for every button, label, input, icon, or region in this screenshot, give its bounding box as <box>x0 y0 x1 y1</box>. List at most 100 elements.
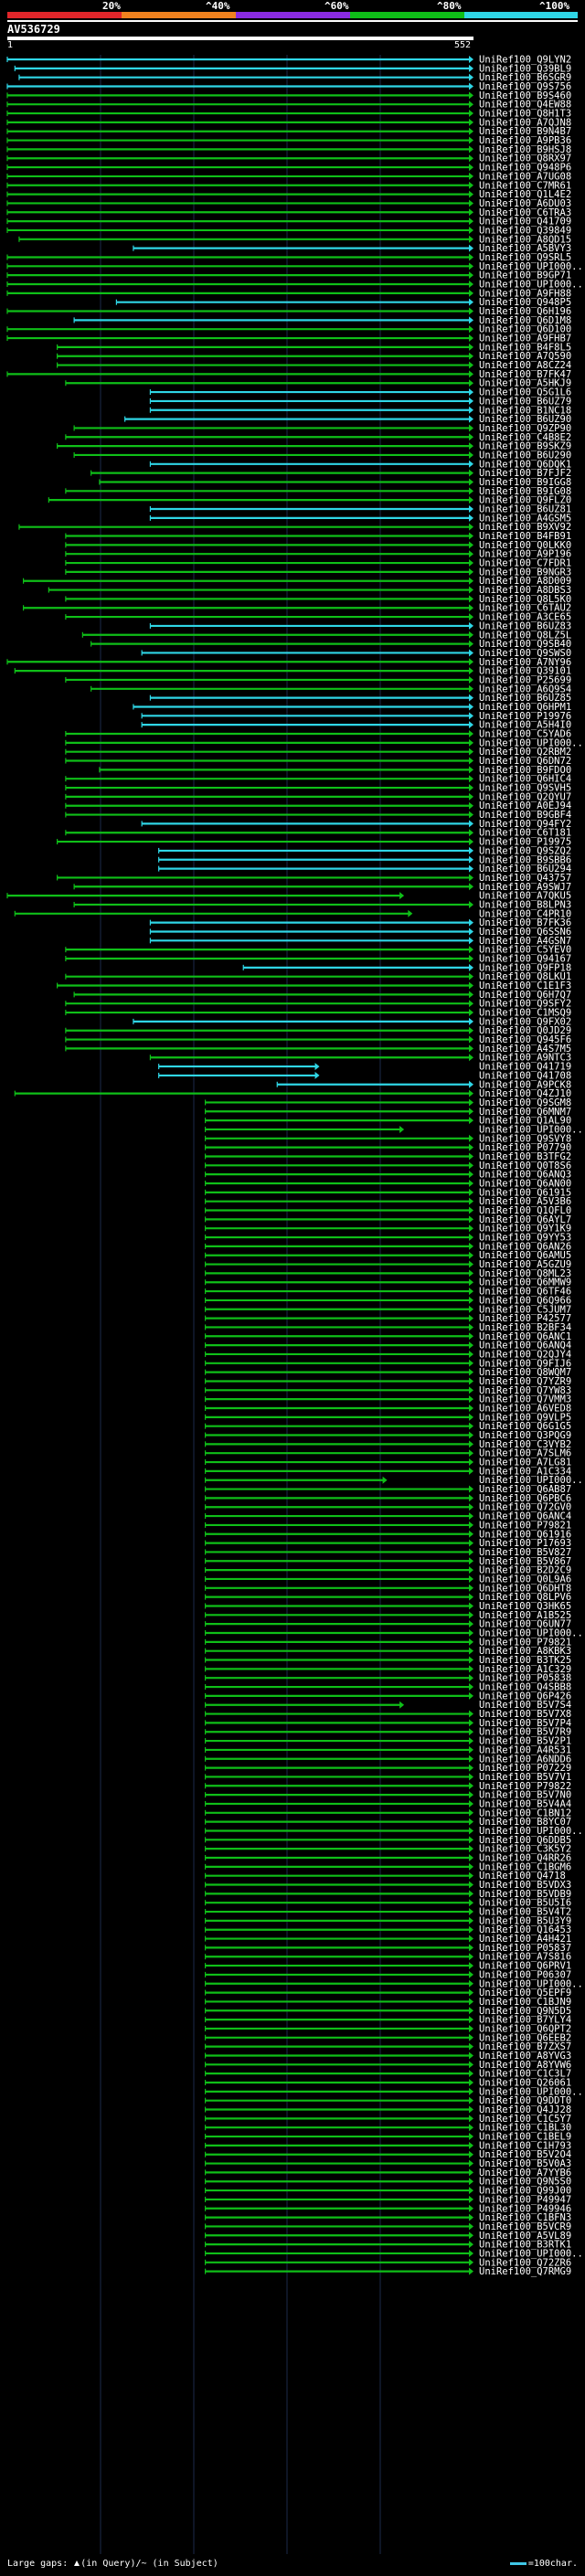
hit-label[interactable]: UniRef100_C6TRA3 <box>479 207 571 218</box>
hit-row[interactable]: UniRef100_A0EJ94 <box>65 800 571 811</box>
hit-label[interactable]: UniRef100_Q8H1T3 <box>479 109 571 120</box>
hit-row[interactable]: UniRef100_Q8LPV6 <box>204 1592 572 1603</box>
hit-row[interactable]: UniRef100_Q9SFY2 <box>65 999 571 1010</box>
hit-label[interactable]: UniRef100_A8YVW6 <box>479 2060 571 2071</box>
hit-row[interactable]: UniRef100_C5YEV0 <box>65 945 571 956</box>
hit-row[interactable]: UniRef100_Q9FLZ0 <box>48 495 571 506</box>
hit-label[interactable]: UniRef100_C1H793 <box>479 2140 571 2151</box>
hit-label[interactable]: UniRef100_B5VDB9 <box>479 1889 571 1900</box>
hit-row[interactable]: UniRef100_UPI000... <box>204 1475 585 1486</box>
hit-label[interactable]: UniRef100_B9GBF4 <box>479 810 571 821</box>
hit-row[interactable]: UniRef100_A3CE65 <box>65 612 571 623</box>
hit-row[interactable]: UniRef100_Q9YY53 <box>204 1233 572 1244</box>
hit-label[interactable]: UniRef100_UPI000... <box>479 1124 585 1135</box>
hit-label[interactable]: UniRef100_A4GSM5 <box>479 513 571 524</box>
hit-label[interactable]: UniRef100_A4S7M5 <box>479 1044 571 1055</box>
hit-row[interactable]: UniRef100_Q9SWS0 <box>141 648 571 659</box>
hit-row[interactable]: UniRef100_Q3PQG9 <box>204 1430 572 1441</box>
hit-row[interactable]: UniRef100_Q6MMW9 <box>204 1277 572 1288</box>
hit-label[interactable]: UniRef100_A5V3B6 <box>479 1196 571 1207</box>
hit-row[interactable]: UniRef100_A4R531 <box>204 1744 572 1755</box>
hit-label[interactable]: UniRef100_B5V2O4 <box>479 2149 571 2160</box>
hit-label[interactable]: UniRef100_C6TAU2 <box>479 603 571 614</box>
hit-label[interactable]: UniRef100_B9FDO0 <box>479 765 571 776</box>
hit-label[interactable]: UniRef100_Q6D1M8 <box>479 315 571 326</box>
hit-row[interactable]: UniRef100_A7LG81 <box>204 1458 572 1468</box>
hit-row[interactable]: UniRef100_Q6DQK1 <box>149 459 571 470</box>
hit-label[interactable]: UniRef100_Q9YY53 <box>479 1233 571 1244</box>
hit-row[interactable]: UniRef100_A7QKU5 <box>6 891 571 902</box>
hit-label[interactable]: UniRef100_Q6ANC1 <box>479 1331 571 1342</box>
hit-label[interactable]: UniRef100_Q0T8S6 <box>479 1161 571 1171</box>
hit-label[interactable]: UniRef100_C1BFN3 <box>479 2212 571 2223</box>
hit-row[interactable]: UniRef100_A9FHB7 <box>6 334 571 345</box>
hit-label[interactable]: UniRef100_A1C334 <box>479 1466 571 1477</box>
hit-row[interactable]: UniRef100_B5V867 <box>204 1556 572 1567</box>
hit-row[interactable]: UniRef100_P07790 <box>204 1142 572 1153</box>
hit-label[interactable]: UniRef100_Q6AN00 <box>479 1179 571 1190</box>
hit-label[interactable]: UniRef100_B5V4T2 <box>479 1907 571 1918</box>
hit-row[interactable]: UniRef100_B5V7V1 <box>204 1772 572 1783</box>
hit-row[interactable]: UniRef100_Q6AN26 <box>204 1241 572 1252</box>
hit-row[interactable]: UniRef100_B7FK36 <box>149 917 571 928</box>
hit-row[interactable]: UniRef100_Q4ZJ10 <box>14 1088 571 1099</box>
hit-row[interactable]: UniRef100_A8DBS3 <box>48 585 571 596</box>
hit-label[interactable]: UniRef100_Q948P6 <box>479 163 571 174</box>
hit-label[interactable]: UniRef100_B7ZXS7 <box>479 2041 571 2052</box>
hit-row[interactable]: UniRef100_A5BVY3 <box>133 243 571 254</box>
hit-label[interactable]: UniRef100_B9NGR3 <box>479 567 571 578</box>
hit-row[interactable]: UniRef100_B6UZ90 <box>124 414 571 425</box>
hit-label[interactable]: UniRef100_Q99J00 <box>479 2186 571 2197</box>
hit-label[interactable]: UniRef100_Q61916 <box>479 1529 571 1540</box>
hit-row[interactable]: UniRef100_B6UZ81 <box>149 504 571 515</box>
hit-label[interactable]: UniRef100_Q6G1G5 <box>479 1421 571 1432</box>
hit-row[interactable]: UniRef100_Q6PBC6 <box>204 1493 572 1504</box>
hit-label[interactable]: UniRef100_Q9FIJ6 <box>479 1358 571 1369</box>
hit-row[interactable]: UniRef100_UPI000... <box>204 1978 585 1989</box>
hit-row[interactable]: UniRef100_A1C329 <box>204 1664 572 1675</box>
hit-label[interactable]: UniRef100_Q6AYL7 <box>479 1214 571 1225</box>
hit-row[interactable]: UniRef100_Q39BL9 <box>14 63 571 74</box>
hit-row[interactable]: UniRef100_Q948P5 <box>115 297 571 308</box>
hit-row[interactable]: UniRef100_B9S460 <box>6 90 571 101</box>
hit-label[interactable]: UniRef100_B5V7X8 <box>479 1709 571 1720</box>
hit-label[interactable]: UniRef100_A8YVG3 <box>479 2051 571 2062</box>
hit-label[interactable]: UniRef100_A6Q9S4 <box>479 684 571 694</box>
hit-label[interactable]: UniRef100_Q6PBC6 <box>479 1493 571 1504</box>
hit-row[interactable]: UniRef100_A5VL89 <box>204 2231 572 2242</box>
hit-label[interactable]: UniRef100_Q6AMU5 <box>479 1250 571 1261</box>
hit-label[interactable]: UniRef100_Q9SVY8 <box>479 1133 571 1144</box>
hit-row[interactable]: UniRef100_Q72ZR6 <box>204 2257 572 2268</box>
hit-row[interactable]: UniRef100_Q9FX02 <box>133 1016 571 1027</box>
hit-row[interactable]: UniRef100_Q4RR26 <box>204 1853 572 1864</box>
hit-label[interactable]: UniRef100_B7YLY4 <box>479 2015 571 2026</box>
hit-row[interactable]: UniRef100_B1NC18 <box>149 405 571 416</box>
hit-row[interactable]: UniRef100_A9PB36 <box>6 135 571 146</box>
hit-row[interactable]: UniRef100_B6U290 <box>73 450 571 461</box>
hit-label[interactable]: UniRef100_C6T181 <box>479 828 571 839</box>
hit-label[interactable]: UniRef100_C1BL30 <box>479 2123 571 2134</box>
hit-row[interactable]: UniRef100_B9FDO0 <box>99 765 571 776</box>
hit-label[interactable]: UniRef100_Q4RR26 <box>479 1853 571 1864</box>
hit-row[interactable]: UniRef100_B7FJF2 <box>90 468 572 479</box>
hit-row[interactable]: UniRef100_Q2QJY4 <box>204 1349 572 1360</box>
hit-label[interactable]: UniRef100_Q9SRL5 <box>479 252 571 263</box>
hit-row[interactable]: UniRef100_B5V7P4 <box>204 1718 572 1729</box>
hit-label[interactable]: UniRef100_C5YEV0 <box>479 945 571 956</box>
hit-label[interactable]: UniRef100_A7LG81 <box>479 1458 571 1468</box>
hit-row[interactable]: UniRef100_Q0L9A6 <box>204 1574 572 1585</box>
hit-row[interactable]: UniRef100_Q6DHT8 <box>204 1583 572 1594</box>
hit-row[interactable]: UniRef100_Q9DDT0 <box>204 2095 572 2106</box>
hit-label[interactable]: UniRef100_C1MSQ9 <box>479 1008 571 1019</box>
hit-label[interactable]: UniRef100_Q6AN26 <box>479 1241 571 1252</box>
query-id[interactable]: AV536729 <box>7 23 60 36</box>
hit-row[interactable]: UniRef100_P79821 <box>204 1637 572 1648</box>
hit-row[interactable]: UniRef100_Q2RBM2 <box>65 747 571 758</box>
hit-label[interactable]: UniRef100_Q61915 <box>479 1187 571 1198</box>
hit-label[interactable]: UniRef100_B9S460 <box>479 90 571 101</box>
hit-row[interactable]: UniRef100_Q1AL90 <box>204 1116 572 1127</box>
hit-label[interactable]: UniRef100_Q6AB87 <box>479 1484 571 1495</box>
hit-row[interactable]: UniRef100_P79821 <box>204 1520 572 1531</box>
hit-label[interactable]: UniRef100_C1C5Y7 <box>479 2114 571 2125</box>
hit-row[interactable]: UniRef100_Q9SZQ2 <box>158 845 571 856</box>
